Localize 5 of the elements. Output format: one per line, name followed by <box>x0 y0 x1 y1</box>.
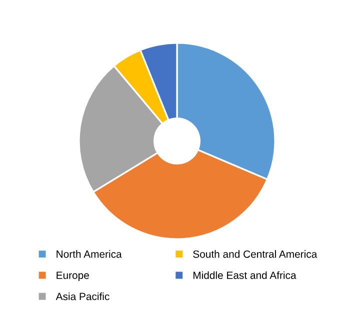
legend-label: Middle East and Africa <box>194 271 296 279</box>
legend-label: North America <box>56 250 122 258</box>
legend-label: South and Central America <box>193 250 318 258</box>
legend-label: Asia Pacific <box>56 292 110 300</box>
legend-label: Europe <box>56 272 89 282</box>
